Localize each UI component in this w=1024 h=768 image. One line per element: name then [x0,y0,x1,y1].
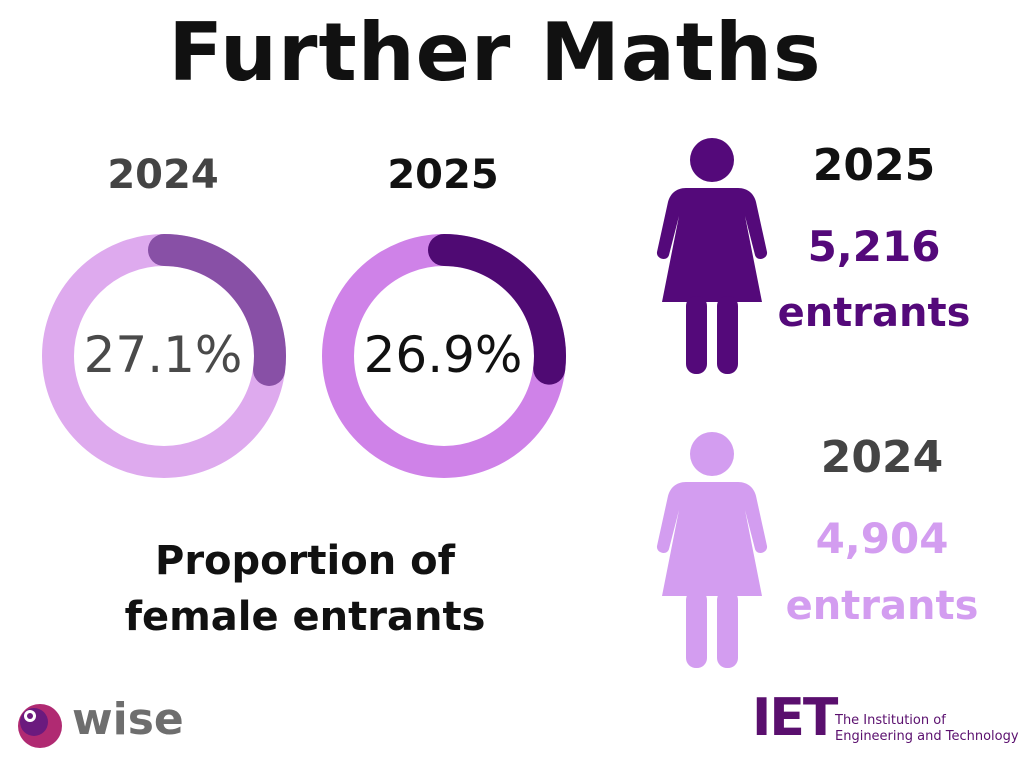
caption-line-1: Proportion of [155,538,455,584]
iet-logo-mark: IET [752,688,838,748]
woman-icon [656,432,768,668]
donut-2025-year: 2025 [387,152,499,198]
donut-chart-2024 [42,234,286,478]
stat-2025-unit: entrants [777,290,971,336]
donut-2025-label: 26.9% [363,326,523,384]
page-title: Further Maths [168,6,822,99]
donut-2024-label: 27.1% [83,326,243,384]
iet-line-1: The Institution of [835,713,946,728]
iet-line-2: Engineering and Technology [835,729,1019,744]
iet-logo-text: The Institution of Engineering and Techn… [835,713,1019,745]
caption-line-2: female entrants [124,594,486,640]
stat-2024-unit: entrants [785,583,979,629]
woman-icon [656,138,768,374]
chart-caption: Proportion of female entrants [95,533,515,645]
donut-2024-year: 2024 [107,152,219,198]
donut-2024-slice [148,234,286,386]
wise-logo-text: wise [72,694,184,745]
stat-2025-count: 5,216 [807,222,941,271]
donut-2025-slice [428,234,566,385]
stat-2024-count: 4,904 [815,514,949,563]
stat-2024-year: 2024 [820,432,944,483]
wise-logo-icon [18,704,62,748]
donut-chart-2025 [322,234,566,478]
stat-2025-year: 2025 [812,140,936,191]
